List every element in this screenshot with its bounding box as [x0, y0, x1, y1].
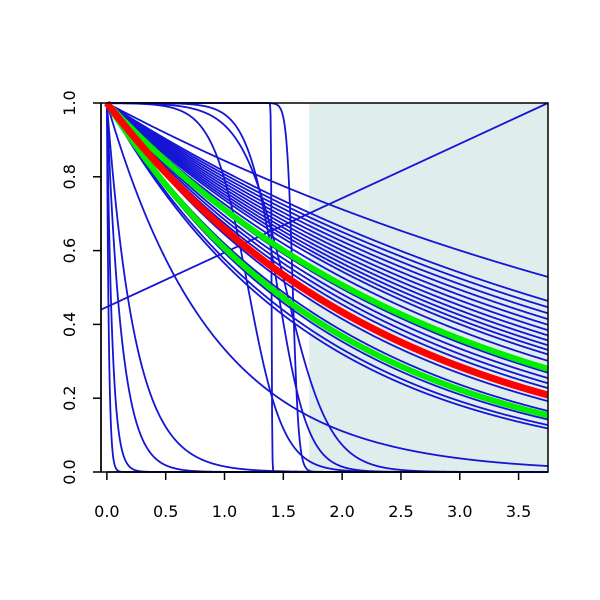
- series-line-3: [106, 102, 549, 315]
- series-line-1: [106, 102, 549, 302]
- x-tick-label-0: 0.0: [94, 502, 119, 521]
- x-tick-label-3: 1.5: [271, 502, 296, 521]
- x-axis: 0.0 0.5 1.0 1.5 2.0 2.5 3.0 3.5: [94, 471, 531, 521]
- y-tick-label-0: 0.0: [60, 459, 79, 484]
- series-line-24: [106, 102, 549, 467]
- series-line-4: [106, 102, 549, 321]
- y-tick-label-3: 0.6: [60, 238, 79, 263]
- series-line-2: [106, 102, 549, 309]
- series-line-15: [106, 102, 549, 379]
- series-line-16: [106, 102, 549, 385]
- y-tick-label-4: 0.8: [60, 164, 79, 189]
- upper-band-line: [104, 100, 549, 372]
- highlight-series-group: [104, 100, 549, 419]
- y-tick-label-1: 0.2: [60, 385, 79, 410]
- series-line-6: [106, 102, 549, 332]
- x-tick-label-6: 3.0: [447, 502, 472, 521]
- series-line-7: [106, 102, 549, 337]
- series-line-22: [106, 102, 549, 426]
- series-line-9: [106, 102, 549, 347]
- x-tick-label-1: 0.5: [153, 502, 178, 521]
- series-line-5: [106, 102, 549, 326]
- series-line-34: [100, 102, 549, 311]
- series-line-0: [106, 102, 549, 278]
- x-tick-label-5: 2.5: [388, 502, 413, 521]
- series-line-10: [106, 102, 549, 351]
- lower-band-line: [104, 101, 549, 419]
- y-tick-label-5: 1.0: [60, 90, 79, 115]
- x-tick-label-7: 3.5: [506, 502, 531, 521]
- x-tick-label-2: 1.0: [212, 502, 237, 521]
- y-tick-label-2: 0.4: [60, 312, 79, 337]
- series-line-23: [106, 102, 549, 430]
- central-estimate-line: [104, 100, 549, 399]
- x-tick-label-4: 2.0: [329, 502, 354, 521]
- series-line-11: [106, 102, 549, 356]
- y-axis: 0.0 0.2 0.4 0.6 0.8 1.0: [60, 90, 102, 485]
- series-line-8: [106, 102, 549, 342]
